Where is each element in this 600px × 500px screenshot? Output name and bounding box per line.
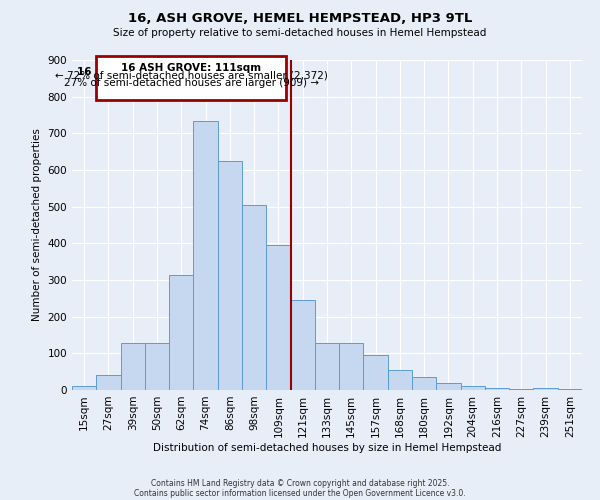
Bar bbox=[121, 343, 145, 390]
Bar bbox=[145, 343, 169, 390]
Bar bbox=[242, 205, 266, 390]
Text: 16 ASH GROVE: 111sqm: 16 ASH GROVE: 111sqm bbox=[121, 63, 261, 73]
Y-axis label: Number of semi-detached properties: Number of semi-detached properties bbox=[32, 128, 42, 322]
Bar bbox=[412, 377, 436, 390]
Bar bbox=[290, 300, 315, 390]
Bar bbox=[266, 245, 290, 390]
Bar bbox=[436, 382, 461, 390]
Bar bbox=[218, 161, 242, 390]
Bar bbox=[96, 56, 286, 100]
X-axis label: Distribution of semi-detached houses by size in Hemel Hempstead: Distribution of semi-detached houses by … bbox=[153, 442, 501, 452]
Text: 16, ASH GROVE, HEMEL HEMPSTEAD, HP3 9TL: 16, ASH GROVE, HEMEL HEMPSTEAD, HP3 9TL bbox=[128, 12, 472, 26]
Bar bbox=[96, 376, 121, 390]
Bar bbox=[485, 388, 509, 390]
Text: Contains HM Land Registry data © Crown copyright and database right 2025.: Contains HM Land Registry data © Crown c… bbox=[151, 478, 449, 488]
Bar bbox=[193, 120, 218, 390]
Text: 16 ASH GROVE: 111sqm: 16 ASH GROVE: 111sqm bbox=[77, 66, 217, 76]
Text: Contains public sector information licensed under the Open Government Licence v3: Contains public sector information licen… bbox=[134, 488, 466, 498]
Bar bbox=[388, 370, 412, 390]
Text: 27% of semi-detached houses are larger (909) →: 27% of semi-detached houses are larger (… bbox=[64, 78, 319, 88]
Bar bbox=[558, 389, 582, 390]
Text: ← 72% of semi-detached houses are smaller (2,372): ← 72% of semi-detached houses are smalle… bbox=[55, 70, 328, 81]
Bar bbox=[169, 274, 193, 390]
Bar bbox=[533, 388, 558, 390]
Bar bbox=[72, 386, 96, 390]
Bar bbox=[339, 343, 364, 390]
Text: Size of property relative to semi-detached houses in Hemel Hempstead: Size of property relative to semi-detach… bbox=[113, 28, 487, 38]
Bar bbox=[461, 386, 485, 390]
Bar bbox=[315, 343, 339, 390]
Bar bbox=[364, 355, 388, 390]
